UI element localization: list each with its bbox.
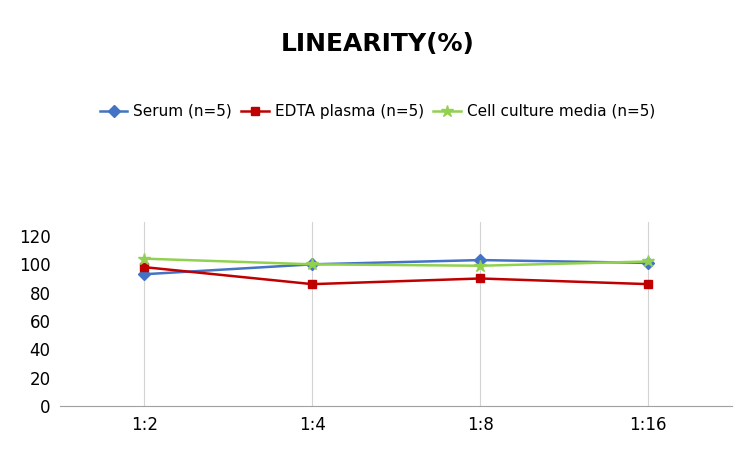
Cell culture media (n=5)	[476, 263, 485, 268]
Serum (n=5)	[476, 258, 485, 263]
EDTA plasma (n=5)	[476, 276, 485, 281]
Line: EDTA plasma (n=5): EDTA plasma (n=5)	[140, 263, 652, 288]
Legend: Serum (n=5), EDTA plasma (n=5), Cell culture media (n=5): Serum (n=5), EDTA plasma (n=5), Cell cul…	[94, 98, 661, 125]
EDTA plasma (n=5)	[140, 264, 149, 270]
Line: Serum (n=5): Serum (n=5)	[140, 256, 652, 278]
EDTA plasma (n=5)	[308, 281, 317, 287]
EDTA plasma (n=5)	[644, 281, 653, 287]
Serum (n=5)	[644, 260, 653, 266]
Line: Cell culture media (n=5): Cell culture media (n=5)	[138, 253, 655, 272]
Cell culture media (n=5)	[308, 262, 317, 267]
Cell culture media (n=5)	[140, 256, 149, 262]
Cell culture media (n=5)	[644, 259, 653, 264]
Text: LINEARITY(%): LINEARITY(%)	[281, 32, 474, 55]
Serum (n=5)	[140, 272, 149, 277]
Serum (n=5)	[308, 262, 317, 267]
